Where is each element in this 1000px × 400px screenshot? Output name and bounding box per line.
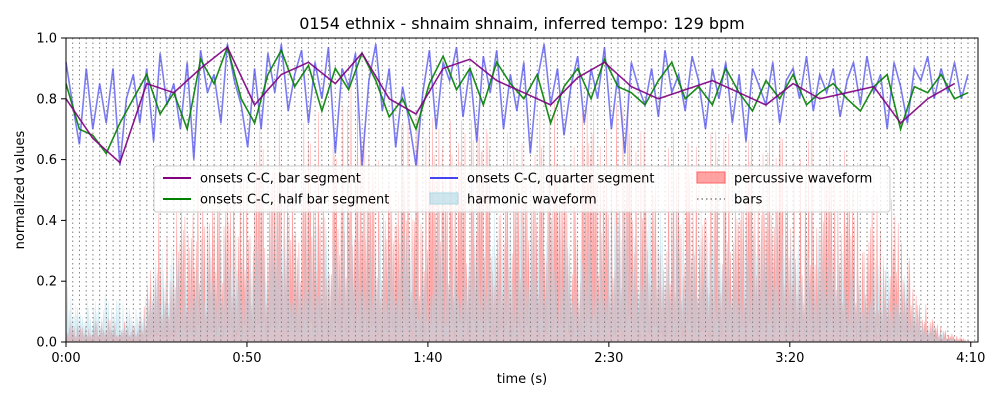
x-tick-label: 0:50 xyxy=(232,351,261,366)
y-tick-label: 0.4 xyxy=(36,214,57,229)
legend-label: percussive waveform xyxy=(734,172,872,187)
legend-label: harmonic waveform xyxy=(467,193,597,208)
x-axis-label: time (s) xyxy=(497,372,547,387)
x-tick-label: 4:10 xyxy=(956,351,985,366)
plot-frame xyxy=(65,37,979,343)
y-tick-label: 0.6 xyxy=(36,153,57,168)
x-tick-label: 2:30 xyxy=(594,351,623,366)
legend-label: onsets C-C, bar segment xyxy=(200,172,361,187)
x-tick-label: 0:00 xyxy=(51,351,80,366)
x-tick-label: 1:40 xyxy=(413,351,442,366)
x-axis: 0:00 0:50 1:40 2:30 3:20 4:10 xyxy=(51,342,985,366)
legend-swatch-patch xyxy=(429,192,459,205)
y-tick-label: 0.2 xyxy=(36,275,57,290)
y-axis-label: normalized values xyxy=(13,130,28,249)
series-layer xyxy=(65,43,969,166)
y-tick-label: 1.0 xyxy=(36,32,57,47)
legend-label: bars xyxy=(734,193,763,208)
legend-swatch-patch xyxy=(696,171,726,184)
legend: onsets C-C, bar segment onsets C-C, half … xyxy=(153,165,891,213)
y-tick-label: 0.0 xyxy=(36,336,57,351)
x-tick-label: 3:20 xyxy=(775,351,804,366)
harmonic-waveform-area xyxy=(65,197,979,343)
y-tick-label: 0.8 xyxy=(36,92,57,107)
chart-title: 0154 ethnix - shnaim shnaim, inferred te… xyxy=(299,14,745,33)
series-line-2 xyxy=(65,43,969,166)
series-line-1 xyxy=(65,44,969,156)
legend-label: onsets C-C, half bar segment xyxy=(200,193,389,208)
y-axis: 0.0 0.2 0.4 0.6 0.8 1.0 xyxy=(36,32,66,351)
percussive-waveform-area xyxy=(65,79,979,343)
harmonic-waveform-layer xyxy=(65,197,979,343)
plot-area xyxy=(65,37,979,343)
series-line-0 xyxy=(65,45,955,165)
percussive-waveform-layer xyxy=(65,79,979,343)
legend-label: onsets C-C, quarter segment xyxy=(467,172,654,187)
